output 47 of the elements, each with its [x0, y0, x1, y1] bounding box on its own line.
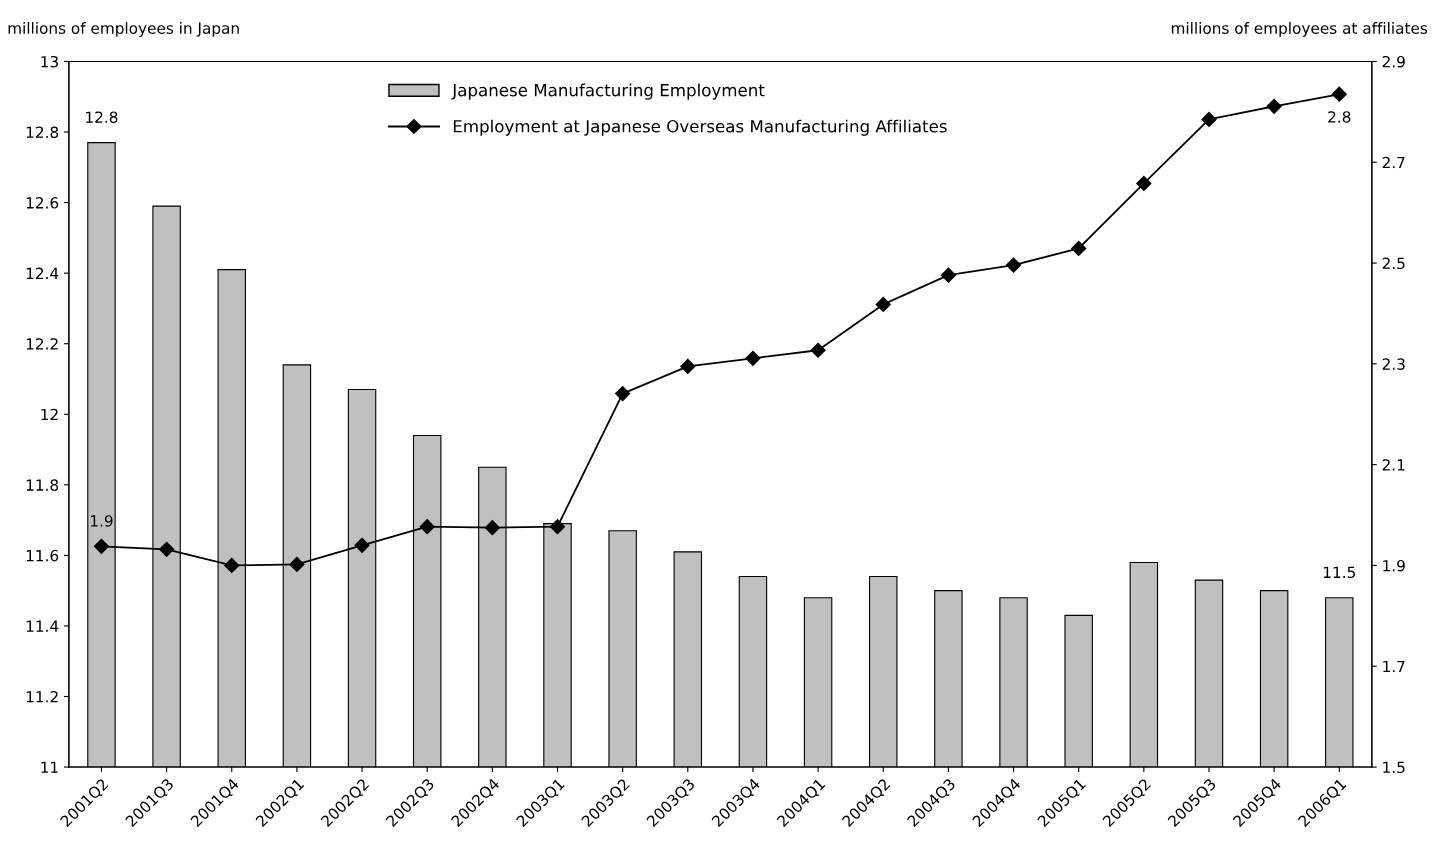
- point: [615, 386, 631, 402]
- data-label: 12.8: [86, 111, 118, 123]
- y-tick-label: 11.6: [26, 549, 59, 562]
- y-tick-label: 11: [41, 761, 58, 773]
- y2-tick-label: 1.7: [1383, 660, 1405, 673]
- point: [224, 557, 240, 574]
- y-tick-label: 12.2: [26, 338, 58, 350]
- point: [680, 358, 696, 374]
- y-tick-label: 12.8: [26, 126, 59, 139]
- point: [159, 541, 175, 557]
- point: [810, 342, 826, 358]
- y-tick-label: 12.4: [26, 267, 59, 279]
- point: [940, 267, 956, 283]
- y-tick-label: 13: [41, 55, 58, 68]
- point: [1201, 111, 1217, 127]
- point: [419, 519, 435, 535]
- point: [1071, 240, 1087, 257]
- point: [875, 296, 891, 312]
- data-label: 1.9: [90, 515, 113, 527]
- y2-tick-label: 2.5: [1382, 257, 1405, 270]
- y-tick-label: 11.4: [26, 620, 59, 632]
- data-label: 11.5: [1323, 566, 1355, 579]
- point: [549, 519, 566, 535]
- y2-tick-label: 2.7: [1382, 156, 1405, 169]
- point: [289, 556, 305, 573]
- point: [484, 520, 500, 536]
- point: [745, 350, 761, 366]
- legend-label: Japanese Manufacturing Employment: [451, 83, 765, 100]
- y2-tick-label: 1.9: [1383, 559, 1405, 572]
- y-tick-label: 12: [41, 408, 58, 421]
- point: [1005, 257, 1022, 273]
- y-tick-label: 11.8: [26, 479, 59, 491]
- point: [1136, 175, 1152, 192]
- point: [1331, 86, 1347, 102]
- point: [1266, 98, 1282, 114]
- y-tick-label: 12.6: [26, 197, 59, 209]
- y2-axis-title: millions of employees at affiliates: [1171, 22, 1428, 37]
- y2-tick-label: 2.1: [1382, 459, 1405, 471]
- y-axis-title: millions of employees in Japan: [8, 22, 239, 37]
- y-tick-label: 11.2: [26, 690, 58, 703]
- point: [354, 537, 370, 553]
- y2-tick-label: 2.9: [1382, 55, 1405, 68]
- legend-label: Employment at Japanese Overseas Manufacturing Affiliates: [453, 119, 947, 136]
- y2-tick-label: 1.5: [1383, 761, 1405, 774]
- data-label: 2.8: [1328, 111, 1351, 123]
- y2-tick-label: 2.3: [1382, 358, 1405, 370]
- point: [93, 538, 110, 554]
